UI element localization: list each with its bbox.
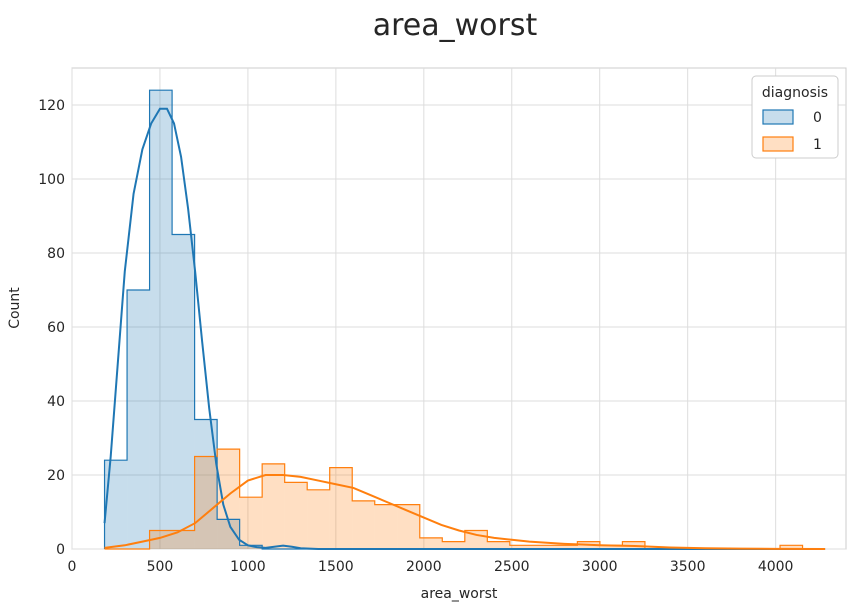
y-tick-label: 20 <box>47 468 65 484</box>
histogram-bar-1 <box>487 541 510 549</box>
histogram-bar-0 <box>194 419 218 549</box>
legend-label-1: 1 <box>813 137 822 153</box>
legend-label-0: 0 <box>813 110 822 126</box>
y-tick-label: 120 <box>38 98 65 114</box>
histogram-bar-1 <box>599 545 623 549</box>
x-tick-label: 2000 <box>406 559 442 575</box>
x-tick-label: 500 <box>147 559 174 575</box>
histogram-bar-1 <box>397 504 420 549</box>
histogram-bar-1 <box>284 482 308 549</box>
histogram-bar-0 <box>149 90 173 549</box>
x-axis-label: area_worst <box>421 586 498 602</box>
x-tick-label: 3500 <box>670 559 706 575</box>
x-tick-labels: 0 500 1000 1500 2000 2500 3000 3500 4000 <box>68 559 794 575</box>
histogram-bar-1 <box>307 489 330 549</box>
histogram-bar-1 <box>172 530 195 549</box>
plot-area <box>71 67 847 550</box>
x-tick-label: 1500 <box>318 559 354 575</box>
histogram-bar-1 <box>509 545 533 549</box>
legend-title: diagnosis <box>762 85 828 101</box>
histogram-bar-1 <box>262 463 285 549</box>
x-tick-label: 0 <box>68 559 77 575</box>
y-tick-label: 80 <box>47 246 65 262</box>
histogram-bar-0 <box>127 290 150 549</box>
histogram-bar-0 <box>217 519 240 549</box>
histogram-bar-1 <box>217 449 240 549</box>
histogram-bar-1 <box>442 541 465 549</box>
histogram-bar-1 <box>352 500 375 549</box>
x-tick-label: 1000 <box>230 559 266 575</box>
x-tick-label: 4000 <box>758 559 794 575</box>
histogram-bars <box>104 90 803 549</box>
histogram-bar-1 <box>374 504 398 549</box>
y-tick-label: 40 <box>47 394 65 410</box>
histogram-bar-1 <box>554 545 578 549</box>
histogram-bar-1 <box>532 545 555 549</box>
y-tick-label: 0 <box>56 542 65 558</box>
histogram-bar-1 <box>419 537 443 549</box>
y-axis-label: Count <box>7 287 23 329</box>
histogram-bar-1 <box>780 545 803 549</box>
kde-line-1 <box>104 474 826 550</box>
histogram-bar-1 <box>239 497 263 549</box>
chart-title: area_worst <box>373 8 538 43</box>
legend: diagnosis 0 1 <box>751 75 839 159</box>
legend-swatch-0 <box>762 109 794 125</box>
kde-line-0 <box>103 107 826 550</box>
histogram-bar-0 <box>172 234 195 549</box>
x-tick-label: 3000 <box>582 559 618 575</box>
y-tick-label: 60 <box>47 320 65 336</box>
y-tick-label: 100 <box>38 172 65 188</box>
x-tick-label: 2500 <box>494 559 530 575</box>
histogram-bar-0 <box>104 460 128 549</box>
kde-curves <box>103 107 826 550</box>
histogram-bar-1 <box>194 456 218 549</box>
histogram-bar-0 <box>239 545 263 549</box>
histogram-bar-1 <box>329 467 353 549</box>
legend-swatch-1 <box>762 136 794 152</box>
y-tick-labels: 0 20 40 60 80 100 120 <box>38 98 65 558</box>
